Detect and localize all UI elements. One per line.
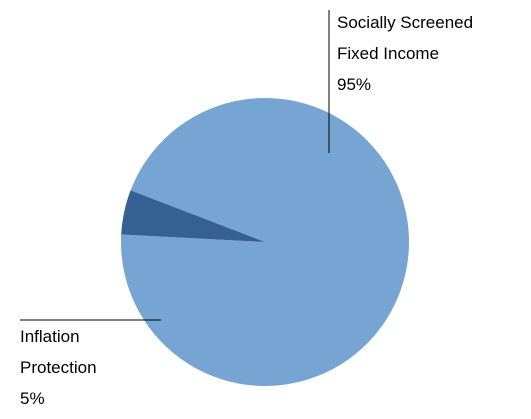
slice-label-inflation-protection-line2: Protection [20, 358, 97, 377]
slice-value-inflation-protection: 5% [20, 389, 45, 408]
slice-label-socially-screened-line2: Fixed Income [337, 44, 439, 63]
pie-slice-socially-screened-fixed-income [121, 97, 410, 386]
slice-label-socially-screened-line1: Socially Screened [337, 13, 473, 32]
leader-lines [20, 10, 330, 321]
slice-value-socially-screened: 95% [337, 75, 371, 94]
pie-slice-inflation-protection [121, 190, 265, 242]
slice-label-inflation-protection-line1: Inflation [20, 327, 80, 346]
pie-slices [121, 97, 410, 386]
